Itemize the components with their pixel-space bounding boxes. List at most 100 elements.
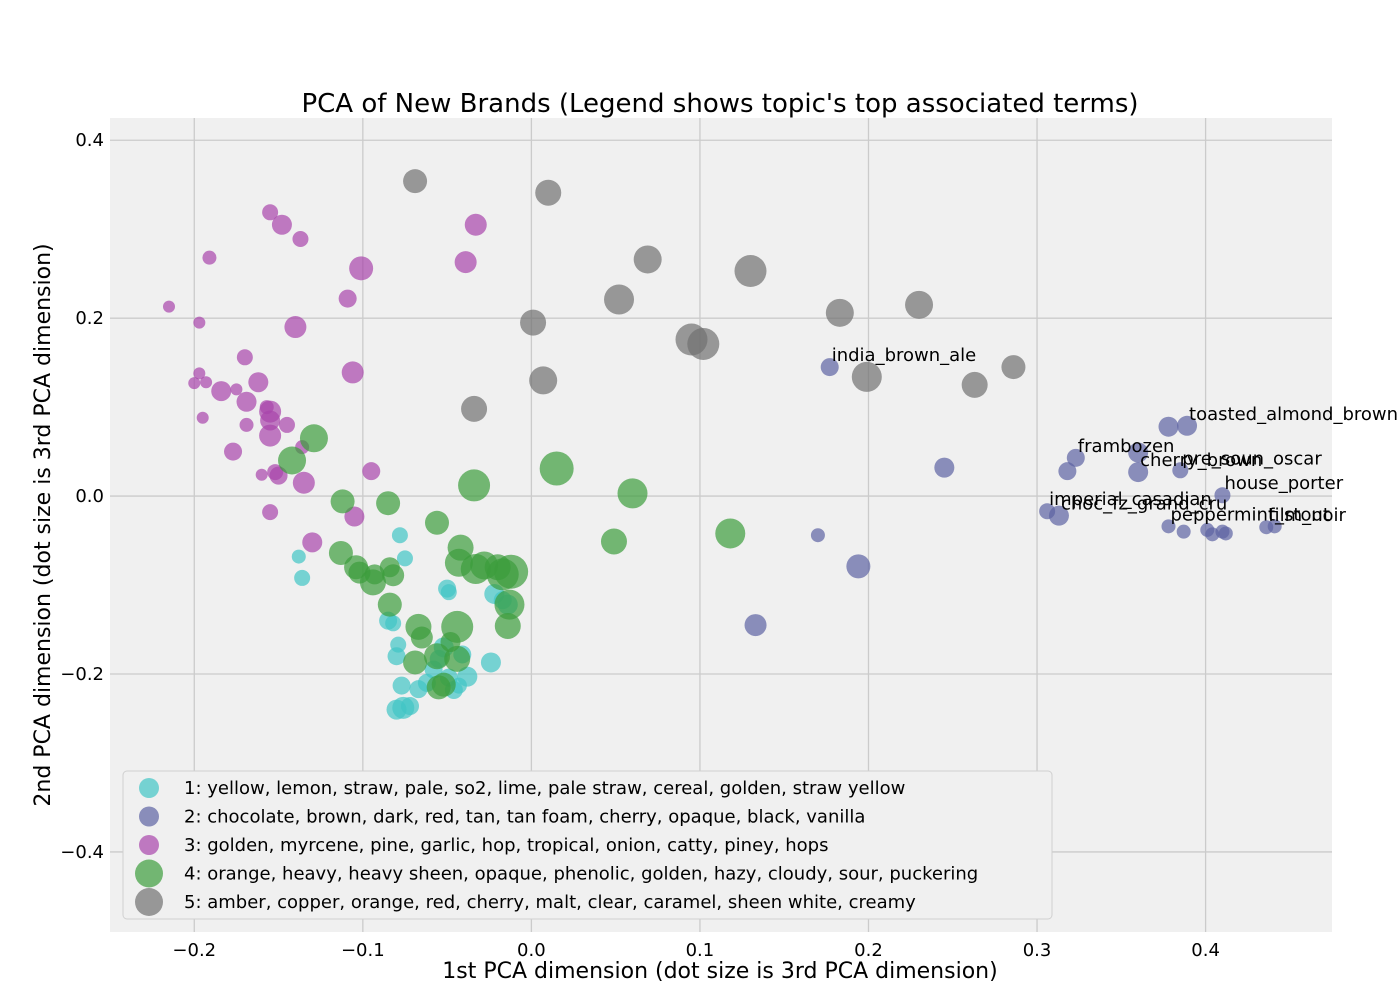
scatter-point — [239, 417, 254, 432]
point-annotation: cherry_brown — [1140, 450, 1262, 471]
scatter-point — [338, 289, 357, 308]
scatter-point — [236, 349, 253, 366]
scatter-point — [1001, 355, 1026, 380]
scatter-point — [401, 697, 420, 716]
scatter-point — [391, 527, 408, 544]
scatter-point — [349, 256, 374, 281]
scatter-point — [1128, 462, 1149, 483]
scatter-point — [262, 204, 279, 221]
scatter-point — [248, 372, 269, 393]
scatter-point — [403, 650, 428, 675]
scatter-point — [851, 361, 882, 392]
scatter-point — [200, 376, 213, 389]
scatter-point — [825, 298, 854, 327]
legend-marker — [139, 835, 159, 855]
scatter-point — [193, 367, 206, 380]
scatter-point — [230, 383, 243, 396]
scatter-point — [292, 471, 315, 494]
series-5 — [403, 169, 1026, 422]
point-annotation: film_noir — [1268, 505, 1346, 526]
scatter-point — [376, 491, 401, 516]
scatter-point — [604, 284, 635, 315]
scatter-point — [744, 614, 767, 637]
x-tick-label: 0.3 — [1023, 940, 1052, 961]
scatter-point — [617, 478, 648, 509]
scatter-point — [362, 462, 381, 481]
scatter-point — [529, 366, 558, 395]
scatter-point — [600, 528, 627, 555]
legend-entry: 1: yellow, lemon, straw, pale, so2, lime… — [184, 778, 905, 799]
scatter-point — [236, 391, 257, 412]
scatter-point — [457, 666, 478, 687]
scatter-point — [396, 550, 413, 567]
scatter-point — [1218, 526, 1233, 541]
x-tick-label: −0.2 — [172, 940, 216, 961]
scatter-point — [392, 676, 411, 695]
scatter-point — [1128, 442, 1149, 463]
point-annotation: toasted_almond_brown — [1189, 404, 1398, 425]
scatter-point — [494, 554, 529, 589]
scatter-point — [633, 245, 662, 274]
scatter-point — [715, 518, 746, 549]
scatter-point — [364, 564, 385, 585]
scatter-point — [262, 504, 279, 521]
scatter-point — [188, 377, 201, 390]
point-annotation: choc_fz_grand_cru — [1061, 494, 1227, 515]
axes: −0.2 −0.1 0.0 0.1 0.2 0.3 0.4 0.4 0.2 0.0 −0.2 −0.4 — [60, 130, 1220, 961]
scatter-point — [385, 615, 402, 632]
scatter-point — [193, 316, 206, 329]
scatter-point — [424, 510, 449, 535]
scatter-point — [687, 327, 720, 360]
scatter-point — [292, 230, 309, 247]
scatter-point — [403, 169, 428, 194]
scatter-point — [330, 489, 355, 514]
scatter-point — [291, 549, 306, 564]
point-annotation: house_porter — [1224, 473, 1343, 494]
scatter-point — [440, 584, 457, 601]
point-annotation: peppermint_stout — [1171, 504, 1330, 525]
scatter-point — [271, 214, 292, 235]
scatter-point — [377, 592, 402, 617]
scatter-point — [196, 411, 209, 424]
scatter-point — [494, 612, 521, 639]
point-annotation: imperial_casadian — [1049, 489, 1212, 510]
series-4 — [278, 424, 746, 700]
scatter-point — [387, 647, 406, 666]
scatter-point — [539, 451, 574, 486]
point-annotation: frambozen — [1078, 436, 1175, 457]
scatter-point — [379, 557, 400, 578]
legend-entry: 2: chocolate, brown, dark, red, tan, tan… — [184, 807, 865, 828]
legend-marker — [139, 806, 159, 827]
scatter-point — [278, 446, 307, 475]
scatter-point — [444, 645, 471, 672]
scatter-point — [1267, 519, 1282, 534]
data-points — [162, 169, 1282, 720]
scatter-point — [431, 672, 456, 697]
scatter-point — [1066, 448, 1085, 467]
scatter-point — [1176, 524, 1191, 539]
x-tick-label: −0.1 — [341, 940, 385, 961]
legend-marker — [135, 859, 163, 888]
scatter-point — [961, 371, 988, 398]
scatter-point — [294, 569, 311, 586]
legend-marker — [139, 778, 159, 798]
legend-box — [122, 770, 1053, 920]
scatter-point — [520, 309, 547, 336]
legend-entry: 3: golden, myrcene, pine, garlic, hop, t… — [184, 835, 828, 856]
scatter-point — [1158, 416, 1179, 437]
scatter-point — [278, 416, 295, 433]
scatter-point — [211, 381, 232, 402]
x-axis-label: 1st PCA dimension (dot size is 3rd PCA d… — [442, 959, 997, 984]
x-tick-label: 0.1 — [686, 940, 715, 961]
y-tick-label: 0.2 — [75, 308, 104, 329]
scatter-point — [934, 457, 955, 478]
scatter-point — [255, 468, 268, 481]
scatter-point — [454, 251, 477, 274]
scatter-point — [458, 469, 491, 502]
x-tick-label: 0.2 — [854, 940, 883, 961]
scatter-point — [820, 358, 839, 377]
scatter-point — [494, 589, 525, 620]
scatter-point — [1177, 415, 1198, 436]
point-labels: india_brown_ale toasted_almond_brownframb… — [832, 345, 1398, 526]
legend-entry: 4: orange, heavy, heavy sheen, opaque, p… — [184, 864, 978, 885]
